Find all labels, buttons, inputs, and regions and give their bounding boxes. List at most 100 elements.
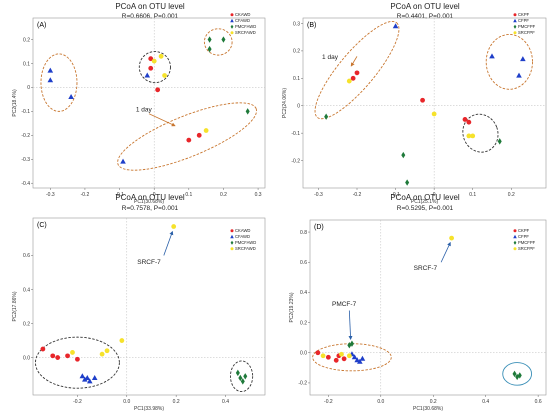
y-tick-label: 0.8 — [300, 230, 307, 236]
x-tick-label: 0.2 — [508, 192, 515, 198]
legend-label: PMCFPF — [518, 240, 536, 245]
data-point-CFAWD — [91, 374, 98, 380]
data-point-SRCFPF — [339, 351, 344, 357]
data-point-PMCFAWD — [238, 374, 243, 382]
x-tick-label: 0 — [433, 192, 436, 198]
annotation-label: 1 day — [136, 106, 153, 113]
data-point-SRCFAWD — [151, 58, 157, 64]
y-tick-label: 0.4 — [300, 290, 307, 296]
legend-marker — [513, 31, 517, 35]
data-point-CFAWD — [82, 376, 88, 382]
cluster-ellipse — [502, 362, 533, 386]
data-point-SRCFAWD — [162, 73, 167, 78]
data-point-CKAWD — [40, 346, 46, 352]
chart-title: PCoA on OTU level — [390, 2, 460, 11]
x-axis-label: PC1(33.98%) — [134, 406, 164, 411]
data-point-CKAWD — [50, 353, 56, 359]
data-point-CKPF — [462, 117, 468, 122]
x-tick-label: 0.1 — [469, 192, 476, 198]
legend-marker — [230, 229, 234, 233]
y-tick-label: 0.1 — [293, 76, 300, 82]
data-point-CFPF — [357, 358, 363, 364]
y-tick-label: 0.0 — [23, 355, 30, 361]
legend-marker — [513, 240, 517, 245]
cluster-ellipse — [314, 21, 400, 120]
data-point-CFAWD — [68, 94, 74, 100]
annotation-label: PMCF-7 — [332, 301, 357, 308]
data-point-SRCFPF — [449, 235, 454, 241]
legend-label: CKAWD — [235, 12, 250, 17]
y-tick-label: -0.1 — [21, 109, 30, 115]
legend-label: PMCFAWD — [235, 240, 256, 245]
data-point-PMCFAWD — [207, 36, 212, 43]
cluster-ellipse — [312, 343, 392, 372]
x-tick-label: 0.0 — [377, 399, 384, 405]
legend-marker — [513, 24, 517, 29]
legend-label: SRCFPF — [518, 246, 535, 251]
chart-subtitle: R=0.6606, P=0.001 — [122, 13, 179, 20]
pcoa-panel-3: PCoA on OTU level R=0.7578, P=0.001 -0.2 0.… — [12, 193, 266, 411]
data-point-CKAWD — [148, 65, 154, 71]
chart-subtitle: R=0.7578, P=0.001 — [122, 205, 179, 212]
data-point-SRCFAWD — [158, 53, 164, 59]
y-tick-label: 0.6 — [300, 260, 307, 266]
chart-subtitle: R=0.4401, P=0.001 — [397, 13, 454, 20]
data-point-SRCFPF — [320, 353, 326, 359]
data-point-CFAWD — [84, 374, 91, 380]
data-point-CFPF — [520, 56, 526, 62]
legend-marker — [230, 18, 234, 23]
chart-title: PCoA on OTU level — [390, 193, 460, 202]
y-tick-label: -0.2 — [291, 158, 300, 164]
x-tick-label: -0.2 — [353, 192, 362, 198]
data-point-SRCFPF — [470, 133, 476, 139]
chart-subtitle: R=0.5295, P=0.001 — [397, 205, 454, 212]
legend-marker — [513, 229, 517, 233]
y-axis-label: PC2(19.23%) — [289, 292, 295, 322]
data-point-PMCFAWD — [240, 378, 245, 385]
data-point-CKAWD — [148, 56, 154, 62]
annotation-arrow — [163, 230, 174, 256]
x-tick-label: 0.2 — [430, 399, 437, 405]
x-tick-label: -0.3 — [314, 192, 323, 198]
x-tick-label: -0.1 — [115, 192, 124, 198]
legend-label: CKPF — [518, 12, 530, 17]
legend-label: PMCFAWD — [235, 24, 256, 29]
plot-frame — [32, 217, 266, 396]
cluster-ellipse — [203, 28, 233, 56]
data-point-CFAWD — [47, 67, 54, 73]
data-point-SRCFAWD — [203, 128, 209, 133]
x-tick-label: -0.2 — [324, 399, 333, 405]
annotation-label: SRCF-7 — [414, 265, 438, 272]
data-point-CKPF — [350, 75, 356, 81]
y-tick-label: -0.3 — [21, 157, 30, 163]
data-point-PMCFPF — [324, 113, 329, 120]
plot-frame — [302, 17, 547, 189]
data-point-CKPF — [466, 119, 472, 125]
data-point-CKAWD — [65, 353, 70, 359]
data-point-CFAWD — [144, 72, 151, 78]
x-tick-label: 0 — [153, 192, 156, 198]
data-point-SRCFAWD — [119, 338, 125, 343]
legend-label: CKAWD — [235, 228, 250, 233]
annotation-arrow — [440, 241, 451, 263]
x-axis-label: PC1(30.68%) — [413, 406, 443, 411]
data-point-CKPF — [325, 354, 331, 360]
x-tick-label: 0.2 — [220, 192, 227, 198]
legend-marker — [230, 24, 234, 29]
x-tick-label: 0.2 — [173, 399, 180, 405]
cluster-ellipse — [40, 53, 78, 112]
y-tick-label: -0.2 — [298, 381, 307, 387]
data-point-SRCFPF — [346, 78, 352, 84]
legend-label: SRCFAWD — [235, 246, 256, 251]
y-tick-label: 0.0 — [300, 351, 307, 357]
data-point-CKAWD — [55, 355, 61, 360]
panel-label: (A) — [37, 22, 46, 29]
legend-label: CFAWD — [235, 18, 250, 23]
legend-label: CFPF — [518, 18, 529, 23]
cluster-ellipse — [462, 113, 499, 153]
data-point-PMCFAWD — [235, 369, 240, 377]
chart-title: PCoA on OTU level — [115, 193, 185, 202]
legend-label: CFPF — [518, 234, 529, 239]
x-tick-label: -0.1 — [391, 192, 400, 198]
data-point-PMCFAWD — [245, 108, 250, 115]
